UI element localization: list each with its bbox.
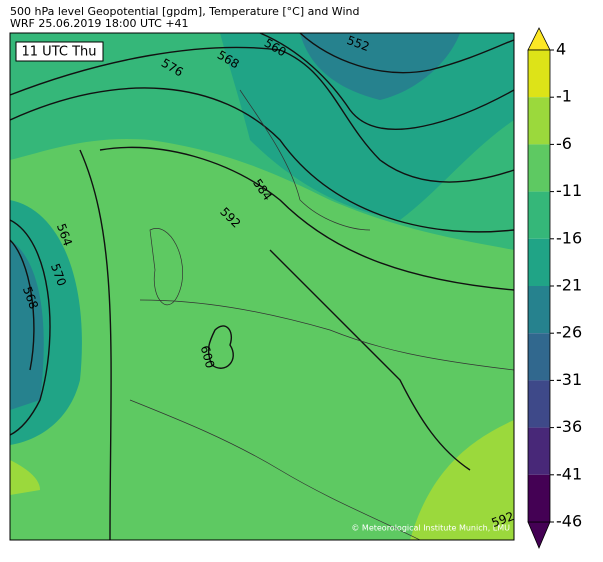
colorbar-tick-label: -1 [556,87,572,106]
contour-label: 600 [198,344,217,370]
colorbar-tick-label: -26 [556,323,582,342]
colorbar-segment [528,144,550,192]
colorbar-segment [528,50,550,98]
colorbar-tick-label: -46 [556,512,582,531]
contour-lines [10,33,514,540]
title-line: 500 hPa level Geopotential [gpdm], Tempe… [10,5,359,18]
colorbar-tick-label: -36 [556,417,582,436]
map [10,33,514,540]
colorbar-tick-label: -16 [556,228,582,247]
time-box [15,41,104,62]
title-line: WRF 25.06.2019 18:00 UTC +41 [10,17,189,30]
copyright: © Meteorological Institute Munich, LMU [351,524,510,533]
colorbar-segment [528,191,550,239]
temperature-field [10,240,44,410]
colorbar-segment [528,286,550,334]
colorbar-tick-label: -21 [556,276,582,295]
colorbar-tick-label: -6 [556,134,572,153]
colorbar: 4 -1 -6 -11 -16 -21 -26 -31 -36 -41 -46 [527,27,582,550]
colorbar-segment [528,333,550,381]
temperature-field [300,33,460,100]
colorbar-segment [528,427,550,475]
colorbar-tick-label: -41 [556,464,582,483]
colorbar-extend [527,27,551,51]
colorbar-segment [528,474,550,522]
colorbar-segment [528,380,550,428]
colorbar-segment [528,238,550,286]
colorbar-tick-label: -31 [556,370,582,389]
time-label: 11 UTC Thu [22,45,97,60]
coastlines [129,89,514,540]
colorbar-tick-label: -11 [556,181,582,200]
map-frame [9,32,515,541]
colorbar-extend [527,521,551,550]
temperature-field [10,460,40,495]
colorbar-segment [528,97,550,145]
colorbar-tick-label: 4 [556,40,566,59]
temperature-field [220,33,514,220]
temperature-field [410,420,514,540]
